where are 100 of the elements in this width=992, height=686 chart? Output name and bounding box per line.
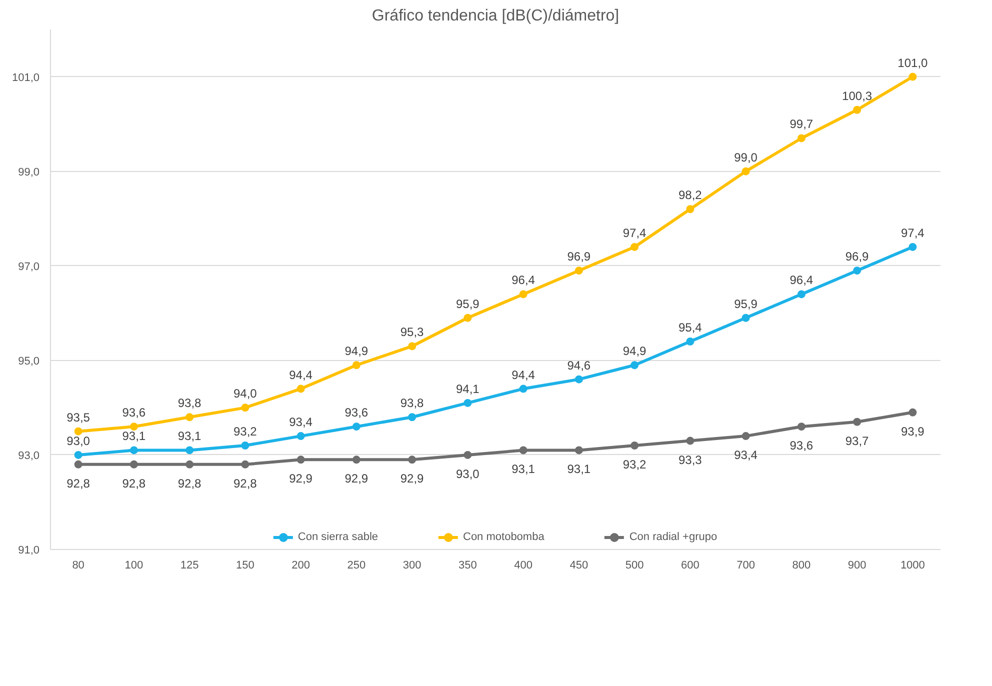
point	[352, 361, 360, 370]
point	[686, 205, 694, 214]
data-label: 93,8	[400, 396, 424, 410]
data-label: 96,9	[845, 250, 870, 264]
point	[742, 314, 750, 322]
point	[908, 408, 917, 416]
y-tick-label: 101,0	[12, 72, 40, 84]
y-tick-label: 93,0	[18, 450, 40, 462]
data-label: 93,4	[734, 448, 758, 462]
data-label: 96,4	[512, 273, 536, 288]
data-label: 93,2	[622, 458, 647, 472]
data-label: 95,9	[734, 296, 758, 311]
point	[853, 266, 862, 275]
point	[130, 460, 138, 468]
point	[241, 442, 250, 450]
data-label: 92,8	[122, 476, 146, 490]
data-label: 94,6	[567, 358, 591, 372]
legend-label: Con sierra sable	[298, 531, 378, 543]
point	[797, 134, 806, 142]
data-label: 94,1	[456, 382, 480, 396]
x-tick-label: 400	[514, 560, 532, 572]
point	[464, 314, 472, 322]
point	[574, 446, 583, 454]
x-tick-label: 150	[236, 560, 254, 572]
point	[130, 446, 138, 454]
data-label: 92,8	[234, 476, 258, 490]
point	[464, 398, 472, 407]
data-label: 93,1	[122, 429, 146, 444]
data-label: 95,9	[456, 296, 480, 311]
data-label: 92,9	[400, 472, 424, 486]
data-label: 94,0	[234, 386, 258, 401]
point	[352, 456, 360, 464]
point	[908, 72, 917, 81]
data-label: 99,7	[790, 117, 814, 132]
point	[853, 106, 862, 114]
data-label: 95,3	[400, 325, 424, 340]
data-label: 97,4	[901, 226, 925, 240]
y-tick-label: 97,0	[18, 260, 40, 273]
point	[130, 422, 138, 431]
y-tick-label: 91,0	[18, 544, 40, 556]
x-tick-label: 800	[792, 560, 811, 572]
data-label: 93,5	[66, 410, 90, 424]
legend-label: Con radial +grupo	[629, 531, 718, 543]
y-tick-label: 99,0	[18, 166, 40, 178]
data-label: 96,9	[567, 250, 591, 264]
data-label: 93,6	[344, 406, 368, 420]
data-label: 95,4	[678, 320, 702, 334]
point	[630, 442, 639, 450]
x-tick-label: 900	[848, 560, 866, 572]
x-tick-label: 250	[347, 560, 366, 572]
point	[630, 361, 639, 370]
data-label: 93,8	[178, 396, 202, 410]
data-label: 93,0	[456, 466, 480, 481]
chart-title: Gráfico tendencia [dB(C)/diámetro]	[372, 8, 620, 24]
data-label: 92,9	[344, 472, 368, 486]
point	[630, 242, 639, 251]
data-label: 92,8	[66, 476, 90, 490]
data-label: 93,6	[122, 406, 146, 420]
point	[797, 290, 806, 298]
x-tick-label: 100	[124, 560, 144, 572]
point	[853, 418, 862, 426]
legend-label: Con motobomba	[463, 531, 544, 543]
data-label: 93,1	[512, 462, 536, 476]
data-label: 101,0	[898, 56, 928, 70]
point	[408, 456, 416, 464]
x-tick-label: 125	[180, 560, 199, 572]
y-tick-label: 95,0	[18, 355, 40, 368]
point	[74, 450, 82, 459]
point	[74, 427, 82, 436]
point	[742, 167, 750, 176]
point	[186, 460, 194, 468]
point	[186, 446, 194, 454]
data-label: 93,1	[567, 462, 591, 476]
data-label: 92,8	[178, 476, 202, 490]
point	[352, 422, 360, 431]
point	[574, 266, 583, 275]
data-label: 93,2	[234, 424, 258, 438]
x-tick-label: 600	[681, 560, 700, 572]
point	[519, 384, 528, 393]
point	[686, 338, 694, 346]
point	[241, 460, 250, 468]
data-label: 93,3	[678, 452, 702, 467]
point	[186, 413, 194, 422]
point	[519, 290, 528, 298]
data-label: 98,2	[678, 188, 702, 202]
data-label: 93,6	[790, 438, 814, 453]
x-tick-label: 80	[72, 560, 84, 572]
x-tick-label: 200	[292, 560, 310, 572]
x-tick-label: 1000	[900, 560, 925, 572]
x-tick-label: 700	[736, 560, 755, 572]
data-label: 92,9	[289, 472, 313, 486]
data-label: 96,4	[790, 273, 814, 288]
x-tick-label: 450	[570, 560, 588, 572]
point	[408, 342, 416, 350]
data-label: 94,4	[289, 368, 313, 382]
point	[797, 422, 806, 431]
data-label: 93,1	[178, 429, 202, 444]
point	[908, 242, 917, 251]
data-label: 93,9	[901, 424, 925, 438]
x-tick-label: 350	[458, 560, 477, 572]
